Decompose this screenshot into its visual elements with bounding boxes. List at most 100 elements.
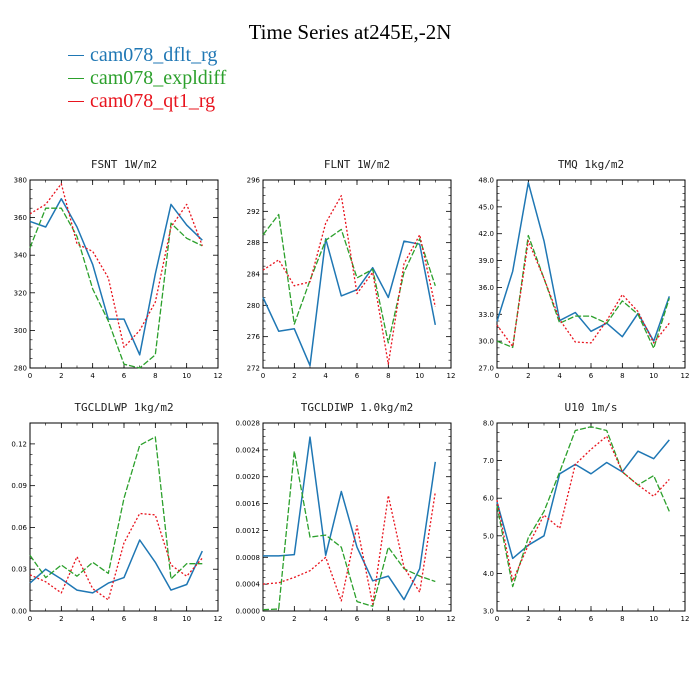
x-tick-label: 0 xyxy=(495,615,499,623)
series-line-cam078_qt1_rg xyxy=(29,512,203,601)
panel-4: TGCLDIWP 1.0kg/m2 0 2 4 6 8 10 12 0.0000 0.0004 0.… xyxy=(236,401,456,623)
y-tick-label: 27.0 xyxy=(478,365,494,373)
y-tick-label: 7.0 xyxy=(483,457,494,465)
y-tick-label: 3.0 xyxy=(483,608,494,616)
panel-title: FLNT 1W/m2 xyxy=(324,158,390,171)
y-tick-label: 292 xyxy=(247,208,260,216)
y-tick-label: 0.0020 xyxy=(236,473,261,481)
panel-title: FSNT 1W/m2 xyxy=(91,158,157,171)
y-tick-label: 0.0008 xyxy=(236,554,261,562)
x-tick-label: 6 xyxy=(122,372,127,380)
series-line-cam078_dflt_rg xyxy=(496,181,671,342)
y-tick-label: 42.0 xyxy=(478,230,494,238)
series-line-cam078_qt1_rg xyxy=(29,183,203,348)
x-tick-label: 2 xyxy=(526,615,530,623)
series-line-cam078_expldiff xyxy=(29,436,203,580)
legend-label: cam078_expldiff xyxy=(90,67,227,89)
panel-2: TMQ 1kg/m2 0 2 4 6 8 10 12 27.0 30.0 33.0 36.0 39.0 4… xyxy=(478,158,689,380)
x-tick-label: 0 xyxy=(28,372,32,380)
y-tick-label: 288 xyxy=(247,239,260,247)
legend-item-expldiff: cam078_expldiff xyxy=(68,67,226,90)
x-tick-label: 2 xyxy=(59,372,63,380)
plot-frame xyxy=(29,179,219,369)
legend-label: cam078_dflt_rg xyxy=(90,44,218,66)
x-tick-label: 4 xyxy=(557,615,562,623)
legend-swatch xyxy=(68,55,84,56)
y-tick-label: 45.0 xyxy=(478,203,494,211)
x-tick-label: 6 xyxy=(355,372,360,380)
series-line-cam078_qt1_rg xyxy=(496,240,670,348)
y-tick-label: 0.06 xyxy=(11,524,27,532)
plot-frame xyxy=(29,422,219,612)
series-line-cam078_qt1_rg xyxy=(262,492,436,605)
series-line-cam078_qt1_rg xyxy=(262,195,436,365)
panel-title: TGCLDIWP 1.0kg/m2 xyxy=(301,401,414,414)
x-tick-label: 4 xyxy=(90,372,95,380)
x-tick-label: 0 xyxy=(261,615,265,623)
panel-0: FSNT 1W/m2 0 2 4 6 8 10 12 280 300 320 340 360 380 xyxy=(14,158,223,380)
series-line-cam078_dflt_rg xyxy=(29,198,203,356)
x-tick-label: 4 xyxy=(90,615,95,623)
legend-item-dflt: cam078_dflt_rg xyxy=(68,44,226,67)
x-tick-label: 10 xyxy=(182,372,191,380)
y-tick-label: 0.0004 xyxy=(236,581,261,589)
x-tick-label: 8 xyxy=(620,615,624,623)
x-tick-label: 6 xyxy=(589,615,594,623)
x-tick-label: 0 xyxy=(28,615,32,623)
x-tick-label: 10 xyxy=(182,615,191,623)
legend-swatch xyxy=(68,101,84,102)
y-tick-label: 276 xyxy=(247,333,261,341)
y-tick-label: 4.0 xyxy=(483,570,494,578)
series-line-cam078_dflt_rg xyxy=(29,539,203,594)
x-tick-label: 8 xyxy=(153,615,157,623)
y-tick-label: 380 xyxy=(14,177,27,185)
x-tick-label: 10 xyxy=(415,615,424,623)
chart-title: Time Series at245E,-2N xyxy=(248,20,452,44)
series-line-cam078_expldiff xyxy=(262,213,436,344)
y-tick-label: 0.0028 xyxy=(236,420,261,428)
x-tick-label: 4 xyxy=(323,615,328,623)
x-tick-label: 12 xyxy=(447,372,456,380)
y-tick-label: 48.0 xyxy=(478,177,494,185)
panel-1: FLNT 1W/m2 0 2 4 6 8 10 12 272 276 280 284 288 292 296 xyxy=(247,158,456,380)
y-tick-label: 0.03 xyxy=(11,566,27,574)
y-tick-label: 6.0 xyxy=(483,495,494,503)
y-tick-label: 39.0 xyxy=(478,257,494,265)
series-line-cam078_dflt_rg xyxy=(262,238,437,367)
x-tick-label: 6 xyxy=(589,372,594,380)
y-tick-label: 300 xyxy=(14,327,27,335)
x-tick-label: 2 xyxy=(526,372,530,380)
y-tick-label: 0.00 xyxy=(11,608,27,616)
x-tick-label: 10 xyxy=(649,615,658,623)
x-tick-label: 6 xyxy=(122,615,127,623)
series-line-cam078_expldiff xyxy=(262,450,436,611)
x-tick-label: 8 xyxy=(386,615,390,623)
panel-title: TGCLDLWP 1kg/m2 xyxy=(74,401,173,414)
series-line-cam078_expldiff xyxy=(496,426,670,588)
x-tick-label: 6 xyxy=(355,615,360,623)
legend-label: cam078_qt1_rg xyxy=(90,90,216,112)
series-line-cam078_expldiff xyxy=(496,234,670,349)
y-tick-label: 0.0024 xyxy=(236,446,261,454)
x-tick-label: 0 xyxy=(495,372,499,380)
y-tick-label: 8.0 xyxy=(483,420,494,428)
y-tick-label: 280 xyxy=(247,302,260,310)
x-tick-label: 12 xyxy=(681,372,690,380)
y-tick-label: 0.0016 xyxy=(236,500,261,508)
x-tick-label: 2 xyxy=(59,615,63,623)
y-tick-label: 296 xyxy=(247,177,261,185)
y-tick-label: 360 xyxy=(14,214,27,222)
y-tick-label: 320 xyxy=(14,289,27,297)
panel-5: U10 1m/s 0 2 4 6 8 10 12 3.0 4.0 5.0 6.0 7.0 8.0 xyxy=(483,401,690,623)
x-tick-label: 12 xyxy=(447,615,456,623)
legend-item-qt1: cam078_qt1_rg xyxy=(68,90,226,113)
y-tick-label: 284 xyxy=(247,271,261,279)
y-tick-label: 272 xyxy=(247,365,260,373)
panel-title: TMQ 1kg/m2 xyxy=(558,158,624,171)
y-tick-label: 340 xyxy=(14,252,27,260)
legend: cam078_dflt_rg cam078_expldiff cam078_qt… xyxy=(68,44,226,113)
plot-frame xyxy=(262,422,452,612)
y-tick-label: 5.0 xyxy=(483,532,494,540)
x-tick-label: 10 xyxy=(649,372,658,380)
y-tick-label: 0.0000 xyxy=(236,608,261,616)
